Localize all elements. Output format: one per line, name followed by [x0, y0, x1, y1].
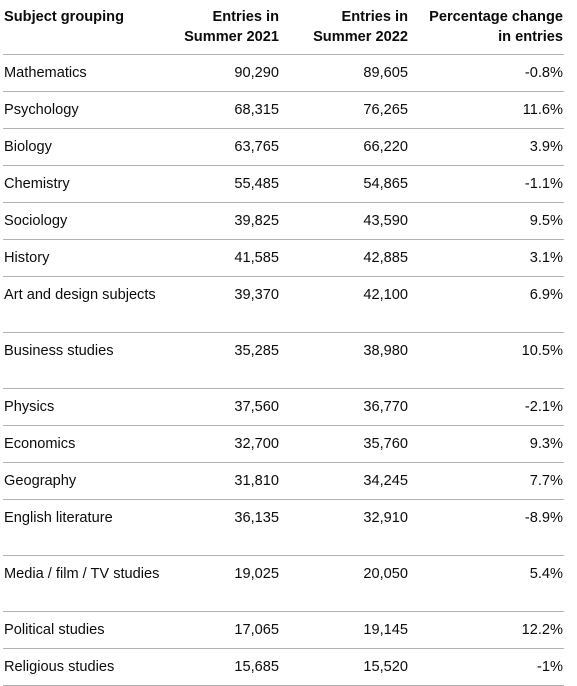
header-entries-2022: Entries in Summer 2022: [280, 0, 409, 55]
percentage-change-cell: 5.4%: [409, 555, 564, 612]
table-row: Physics 37,560 36,770 -2.1%: [3, 388, 564, 426]
header-subject-grouping: Subject grouping: [3, 0, 165, 55]
subject-cell: Economics: [3, 425, 165, 463]
entries-2021-cell: 41,585: [165, 239, 280, 277]
entries-2021-cell: 17,065: [165, 611, 280, 649]
header-label: Summer 2021: [184, 29, 279, 45]
entries-2021-cell: 39,370: [165, 276, 280, 333]
percentage-change-cell: 3.9%: [409, 128, 564, 166]
subject-cell: English literature: [3, 499, 165, 556]
table-row: Economics 32,700 35,760 9.3%: [3, 425, 564, 463]
header-entries-2021: Entries in Summer 2021: [165, 0, 280, 55]
entries-2022-cell: 32,910: [280, 499, 409, 556]
percentage-change-cell: 11.6%: [409, 91, 564, 129]
entries-2021-cell: 63,765: [165, 128, 280, 166]
table-row: Geography 31,810 34,245 7.7%: [3, 462, 564, 500]
subject-cell: Sociology: [3, 202, 165, 240]
percentage-change-cell: 7.7%: [409, 462, 564, 500]
entries-2021-cell: 36,135: [165, 499, 280, 556]
entries-2021-cell: 37,560: [165, 388, 280, 426]
entries-2021-cell: 31,810: [165, 462, 280, 500]
subject-cell: Art and design subjects: [3, 276, 165, 333]
table-row: Business studies 35,285 38,980 10.5%: [3, 332, 564, 389]
percentage-change-cell: -1.1%: [409, 165, 564, 203]
percentage-change-cell: 3.1%: [409, 239, 564, 277]
table-row: Art and design subjects 39,370 42,100 6.…: [3, 276, 564, 333]
entries-2022-cell: 42,885: [280, 239, 409, 277]
entries-2021-cell: 55,485: [165, 165, 280, 203]
entries-2022-cell: 66,220: [280, 128, 409, 166]
entries-2021-cell: 90,290: [165, 54, 280, 92]
subject-cell: Chemistry: [3, 165, 165, 203]
subject-cell: History: [3, 239, 165, 277]
table-row: Biology 63,765 66,220 3.9%: [3, 128, 564, 166]
entries-table: Subject grouping Entries in Summer 2021 …: [3, 0, 564, 686]
subject-cell: Psychology: [3, 91, 165, 129]
entries-2022-cell: 89,605: [280, 54, 409, 92]
entries-2022-cell: 76,265: [280, 91, 409, 129]
header-label: Entries in: [212, 9, 280, 25]
entries-2022-cell: 42,100: [280, 276, 409, 333]
table-row: Political studies 17,065 19,145 12.2%: [3, 611, 564, 649]
subject-cell: Religious studies: [3, 648, 165, 686]
table-row: English literature 36,135 32,910 -8.9%: [3, 499, 564, 556]
table-body: Mathematics 90,290 89,605 -0.8% Psycholo…: [3, 54, 564, 686]
percentage-change-cell: -8.9%: [409, 499, 564, 556]
entries-2021-cell: 15,685: [165, 648, 280, 686]
entries-2021-cell: 32,700: [165, 425, 280, 463]
percentage-change-cell: -2.1%: [409, 388, 564, 426]
table-row: Religious studies 15,685 15,520 -1%: [3, 648, 564, 686]
entries-2022-cell: 36,770: [280, 388, 409, 426]
percentage-change-cell: -0.8%: [409, 54, 564, 92]
subject-cell: Political studies: [3, 611, 165, 649]
subject-cell: Mathematics: [3, 54, 165, 92]
entries-2021-cell: 39,825: [165, 202, 280, 240]
entries-2022-cell: 19,145: [280, 611, 409, 649]
entries-2022-cell: 35,760: [280, 425, 409, 463]
table-row: Media / film / TV studies 19,025 20,050 …: [3, 555, 564, 612]
table-row: Psychology 68,315 76,265 11.6%: [3, 91, 564, 129]
subject-cell: Geography: [3, 462, 165, 500]
entries-2022-cell: 54,865: [280, 165, 409, 203]
table-row: History 41,585 42,885 3.1%: [3, 239, 564, 277]
percentage-change-cell: 9.3%: [409, 425, 564, 463]
header-label: in entries: [498, 29, 563, 45]
percentage-change-cell: 10.5%: [409, 332, 564, 389]
percentage-change-cell: 9.5%: [409, 202, 564, 240]
header-label: Summer 2022: [313, 29, 408, 45]
header-label: Subject grouping: [4, 9, 124, 25]
entries-2022-cell: 43,590: [280, 202, 409, 240]
table-row: Sociology 39,825 43,590 9.5%: [3, 202, 564, 240]
subject-cell: Media / film / TV studies: [3, 555, 165, 612]
table-row: Mathematics 90,290 89,605 -0.8%: [3, 54, 564, 92]
subject-cell: Biology: [3, 128, 165, 166]
entries-2021-cell: 68,315: [165, 91, 280, 129]
header-row: Subject grouping Entries in Summer 2021 …: [3, 0, 564, 55]
entries-2021-cell: 35,285: [165, 332, 280, 389]
header-percentage-change: Percentage change in entries: [409, 0, 564, 55]
percentage-change-cell: 12.2%: [409, 611, 564, 649]
entries-2022-cell: 34,245: [280, 462, 409, 500]
entries-2021-cell: 19,025: [165, 555, 280, 612]
header-label: Entries in: [341, 9, 409, 25]
subject-cell: Business studies: [3, 332, 165, 389]
table-row: Chemistry 55,485 54,865 -1.1%: [3, 165, 564, 203]
percentage-change-cell: -1%: [409, 648, 564, 686]
subject-cell: Physics: [3, 388, 165, 426]
entries-2022-cell: 20,050: [280, 555, 409, 612]
entries-2022-cell: 15,520: [280, 648, 409, 686]
table-header: Subject grouping Entries in Summer 2021 …: [3, 0, 564, 55]
header-label: Percentage change: [429, 9, 563, 25]
percentage-change-cell: 6.9%: [409, 276, 564, 333]
entries-2022-cell: 38,980: [280, 332, 409, 389]
